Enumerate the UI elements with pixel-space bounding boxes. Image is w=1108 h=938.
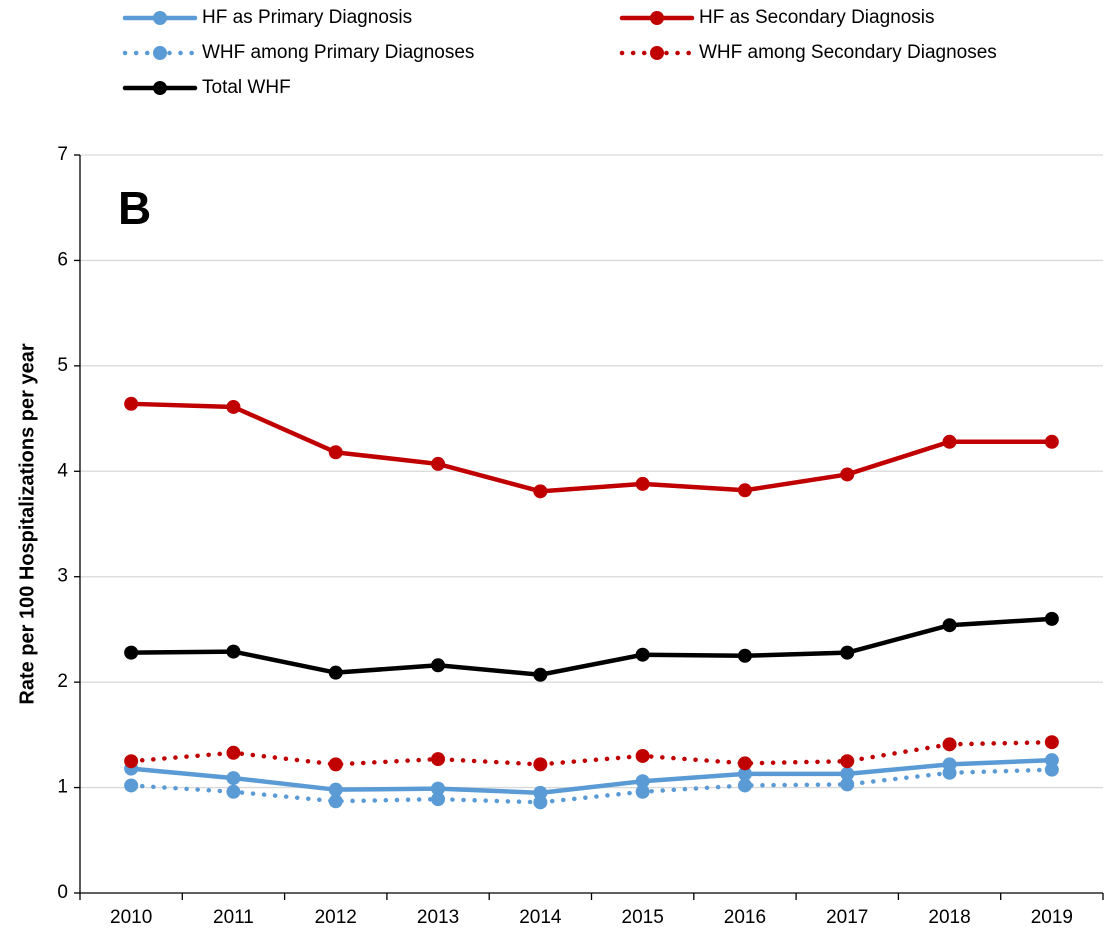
data-point [533, 795, 548, 810]
data-point [942, 434, 957, 449]
data-point [226, 771, 241, 786]
data-point [737, 648, 752, 663]
data-point [328, 445, 343, 460]
legend-marker [650, 46, 664, 60]
data-point [1044, 611, 1059, 626]
data-point [635, 748, 650, 763]
data-point [942, 618, 957, 633]
data-point [328, 665, 343, 680]
legend-label: Total WHF [202, 77, 291, 98]
data-point [840, 467, 855, 482]
data-point [328, 782, 343, 797]
legend-label: WHF among Secondary Diagnoses [699, 42, 997, 63]
y-tick-label: 3 [57, 566, 68, 587]
data-point [328, 757, 343, 772]
y-tick-label: 7 [57, 144, 68, 165]
data-point [635, 476, 650, 491]
data-point [635, 784, 650, 799]
data-point [840, 645, 855, 660]
data-point [431, 456, 446, 471]
data-point [840, 754, 855, 769]
data-point [635, 774, 650, 789]
legend-marker [153, 46, 167, 60]
x-tick-label: 2013 [417, 907, 459, 928]
y-tick-label: 2 [57, 671, 68, 692]
x-tick-label: 2011 [213, 907, 254, 928]
data-point [431, 792, 446, 807]
data-point [124, 778, 139, 793]
x-tick-label: 2014 [519, 907, 562, 928]
y-tick-label: 5 [57, 355, 68, 376]
data-point [840, 777, 855, 792]
series-line [128, 401, 1055, 494]
series-line [128, 767, 1055, 805]
series-line [128, 616, 1055, 678]
x-tick-label: 2019 [1031, 907, 1073, 928]
legend-marker [650, 11, 664, 25]
legend-label: WHF among Primary Diagnoses [202, 42, 474, 63]
data-point [635, 647, 650, 662]
legend-marker [153, 11, 167, 25]
data-point [840, 766, 855, 781]
y-tick-label: 4 [57, 460, 68, 481]
series-line [128, 739, 1055, 767]
data-point [226, 784, 241, 799]
data-point [737, 756, 752, 771]
x-tick-label: 2010 [110, 907, 152, 928]
data-point [124, 396, 139, 411]
data-point [226, 745, 241, 760]
data-point [737, 766, 752, 781]
y-tick-label: 0 [57, 882, 68, 903]
y-axis-label: Rate per 100 Hospitalizations per year [16, 343, 38, 704]
x-tick-label: 2017 [826, 907, 868, 928]
data-point [737, 778, 752, 793]
x-tick-label: 2015 [622, 907, 664, 928]
data-point [533, 667, 548, 682]
y-tick-label: 6 [57, 249, 68, 270]
data-point [226, 399, 241, 414]
data-point [533, 757, 548, 772]
data-point [533, 484, 548, 499]
y-tick-label: 1 [57, 777, 68, 798]
data-point [1044, 434, 1059, 449]
series-line [128, 757, 1055, 796]
panel-label: B [118, 182, 151, 234]
data-point [124, 645, 139, 660]
data-point [226, 644, 241, 659]
data-point [328, 794, 343, 809]
legend-label: HF as Secondary Diagnosis [699, 7, 935, 28]
data-point [942, 737, 957, 752]
data-point [942, 765, 957, 780]
x-tick-label: 2018 [928, 907, 970, 928]
x-tick-label: 2016 [724, 907, 766, 928]
data-point [124, 754, 139, 769]
data-point [431, 752, 446, 767]
data-point [431, 781, 446, 796]
x-tick-label: 2012 [315, 907, 357, 928]
data-point [737, 483, 752, 498]
data-point [431, 658, 446, 673]
legend-marker [153, 81, 167, 95]
legend-label: HF as Primary Diagnosis [202, 7, 412, 28]
data-point [1044, 762, 1059, 777]
data-point [1044, 735, 1059, 750]
